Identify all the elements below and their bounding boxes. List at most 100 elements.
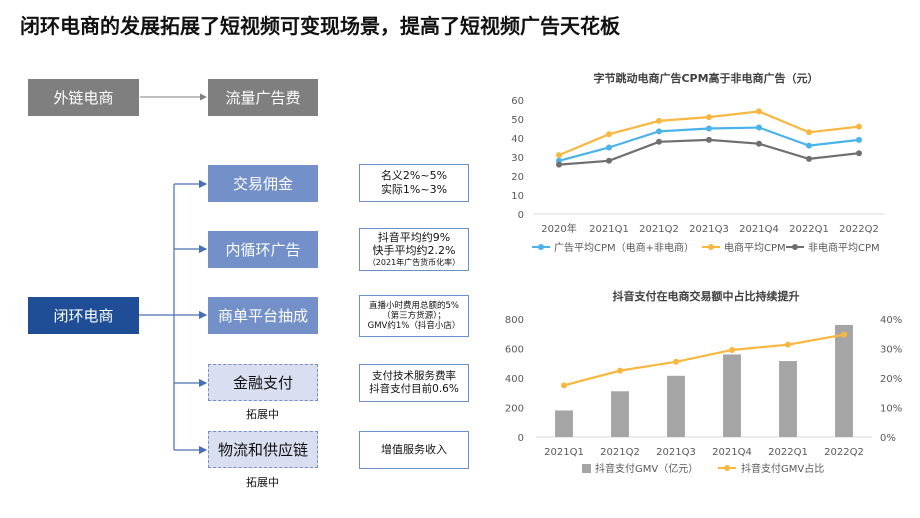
y-tick-label: 60	[511, 96, 524, 107]
note-line: 抖音平均约9%	[377, 231, 451, 245]
traffic-fee-box: 流量广告费	[208, 79, 318, 116]
bar	[835, 324, 853, 437]
chart-title: 抖音支付在电商交易额中占比持续提升	[613, 289, 800, 303]
note-line: （第三方货源）；	[382, 310, 446, 321]
legend-swatch	[582, 464, 591, 473]
y-tick-label: 0	[518, 210, 524, 221]
legend-label: 抖音支付GMV占比	[741, 462, 824, 475]
legend-label: 电商平均CPM	[724, 241, 786, 254]
data-point	[856, 123, 862, 130]
note-line: （2021年广告货币化率）	[367, 257, 461, 267]
data-point	[806, 129, 812, 136]
data-point	[706, 114, 712, 121]
x-tick-label: 2020年	[541, 222, 576, 235]
chart-title: 字节跳动电商广告CPM高于非电商广告（元）	[593, 71, 818, 85]
cpm-line-chart: 字节跳动电商广告CPM高于非电商广告（元） 0 10 20 30 40 50 60 2020年 2…	[511, 71, 884, 254]
note-line: 实际1%~3%	[380, 183, 448, 196]
note-commission: 名义2%~5% 实际1%~3%	[359, 164, 469, 202]
data-point	[706, 125, 712, 132]
data-point	[617, 367, 623, 374]
branch-box-finance: 金融支付	[208, 364, 318, 401]
y2-tick-label: 40%	[880, 315, 902, 326]
x-tick-label: 2021Q3	[656, 447, 696, 458]
x-tick-label: 2021Q1	[544, 447, 584, 458]
data-point	[656, 128, 662, 135]
bar	[667, 375, 685, 437]
x-tick-label: 2021Q4	[739, 224, 779, 235]
data-point	[556, 161, 562, 168]
note-line: 名义2%~5%	[380, 169, 448, 183]
data-point	[856, 136, 862, 143]
closed-loop-box: 闭环电商	[28, 297, 139, 334]
y-tick-label: 600	[505, 345, 524, 356]
y-tick-label: 10	[511, 191, 524, 202]
y-tick-label: 50	[511, 115, 524, 126]
branch-box-commission: 交易佣金	[208, 165, 318, 202]
data-point	[556, 152, 562, 159]
data-point	[756, 108, 762, 115]
branch-box-logistics: 物流和供应链	[208, 431, 318, 468]
note-line: 抖音支付目前0.6%	[369, 383, 459, 395]
legend-marker	[724, 465, 730, 471]
series-line	[563, 333, 845, 387]
y2-tick-label: 0%	[880, 433, 896, 444]
data-point	[756, 140, 762, 147]
expanding-tag: 拓展中	[246, 476, 279, 489]
x-tick-label: 2022Q1	[768, 447, 808, 458]
note-line: 增值服务收入	[381, 443, 447, 457]
page-title: 闭环电商的发展拓展了短视频可变现场景，提高了短视频广告天花板	[20, 14, 620, 38]
x-tick-label: 2021Q2	[639, 224, 679, 235]
y-tick-label: 40	[511, 134, 524, 145]
data-point	[656, 117, 662, 124]
data-point	[606, 131, 612, 138]
legend-label: 抖音支付GMV（亿元）	[595, 462, 698, 475]
legend-marker	[792, 244, 798, 250]
data-point	[606, 144, 612, 151]
series-line	[558, 138, 860, 166]
data-point	[656, 138, 662, 145]
x-tick-label: 2022Q2	[824, 447, 864, 458]
data-point	[756, 124, 762, 131]
data-point	[673, 358, 679, 365]
legend-marker	[538, 244, 544, 250]
y-tick-label: 30	[511, 153, 524, 164]
x-tick-label: 2022Q2	[839, 224, 879, 235]
note-line: 快手平均约2.2%	[372, 243, 456, 257]
y2-tick-label: 20%	[880, 374, 902, 385]
data-point	[806, 155, 812, 162]
data-point	[785, 341, 791, 348]
bar	[779, 361, 797, 437]
data-point	[841, 331, 847, 338]
bar	[723, 354, 741, 437]
y-tick-label: 0	[518, 433, 524, 444]
note-finance: 支付技术服务费率 抖音支付目前0.6%	[359, 364, 469, 402]
legend-marker	[708, 244, 714, 250]
note-logistics: 增值服务收入	[359, 431, 469, 469]
note-platform-cut: 直播小时费用总额的5% （第三方货源）； GMV约1%（抖音小店）	[359, 295, 469, 337]
note-line: 支付技术服务费率	[372, 369, 456, 382]
bar	[611, 391, 629, 437]
branch-box-internal-ads: 内循环广告	[208, 231, 318, 268]
external-ecommerce-box: 外链电商	[28, 79, 139, 116]
y-tick-label: 20	[511, 172, 524, 183]
x-tick-label: 2022Q1	[789, 224, 829, 235]
x-tick-label: 2021Q4	[712, 447, 752, 458]
payment-bar-line-chart: 抖音支付在电商交易额中占比持续提升 0 200 400 600 800 0% 10% 20% 30…	[505, 289, 902, 475]
note-internal-ads: 抖音平均约9% 快手平均约2.2% （2021年广告货币化率）	[359, 228, 469, 271]
legend-label: 非电商平均CPM	[808, 241, 880, 254]
expanding-tag: 拓展中	[246, 408, 279, 421]
data-point	[806, 142, 812, 149]
data-point	[606, 157, 612, 164]
y2-tick-label: 10%	[880, 404, 902, 415]
y-tick-label: 400	[505, 374, 524, 385]
y-tick-label: 800	[505, 315, 524, 326]
y-tick-label: 200	[505, 404, 524, 415]
data-point	[706, 136, 712, 143]
legend-label: 广告平均CPM（电商+非电商）	[554, 241, 694, 254]
data-point	[856, 150, 862, 157]
note-line: GMV约1%（抖音小店）	[367, 321, 461, 332]
x-tick-label: 2021Q2	[600, 447, 640, 458]
x-tick-label: 2021Q3	[689, 224, 729, 235]
y2-tick-label: 30%	[880, 345, 902, 356]
branch-box-platform-cut: 商单平台抽成	[208, 297, 318, 334]
